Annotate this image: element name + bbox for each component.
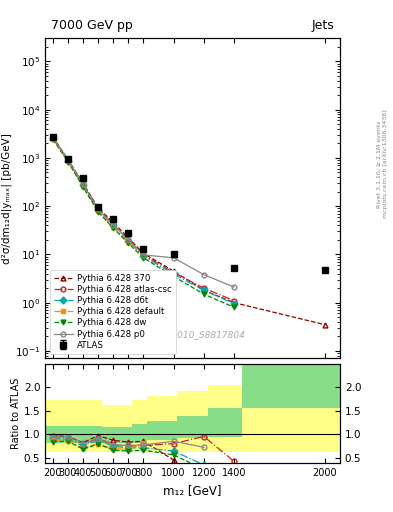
Y-axis label: d²σ/dm₁₂d|yₘₐₓ| [pb/GeV]: d²σ/dm₁₂d|yₘₐₓ| [pb/GeV]: [2, 133, 12, 264]
Text: Jets: Jets: [311, 19, 334, 32]
Y-axis label: Ratio to ATLAS: Ratio to ATLAS: [11, 378, 21, 449]
Text: ATLAS_2010_S8817804: ATLAS_2010_S8817804: [140, 330, 246, 339]
Text: Rivet 3.1.10, ≥ 2.1M events: Rivet 3.1.10, ≥ 2.1M events: [377, 120, 382, 207]
Legend: Pythia 6.428 370, Pythia 6.428 atlas-csc, Pythia 6.428 d6t, Pythia 6.428 default: Pythia 6.428 370, Pythia 6.428 atlas-csc…: [50, 269, 176, 354]
X-axis label: m₁₂ [GeV]: m₁₂ [GeV]: [163, 484, 222, 497]
Text: mcplots.cern.ch [arXiv:1306.3436]: mcplots.cern.ch [arXiv:1306.3436]: [384, 110, 388, 218]
Text: 7000 GeV pp: 7000 GeV pp: [51, 19, 133, 32]
